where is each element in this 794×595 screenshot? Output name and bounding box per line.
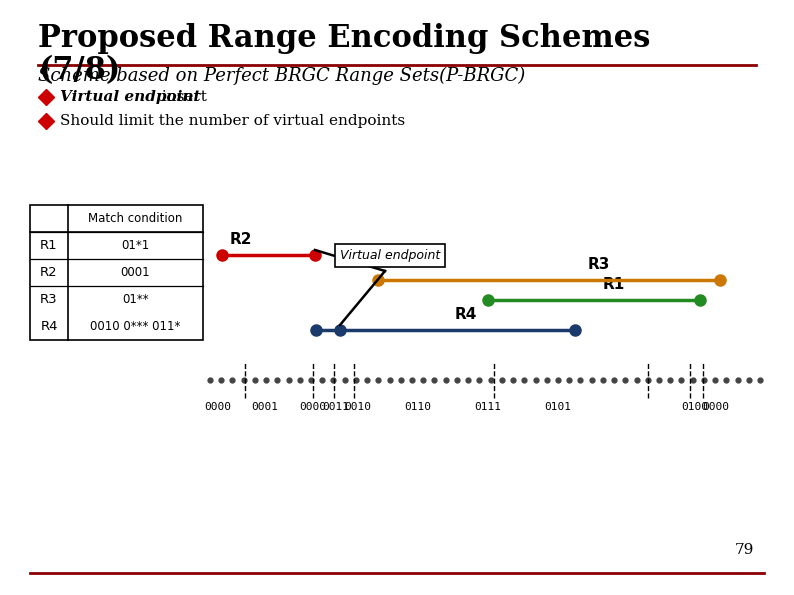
- Text: 01**: 01**: [122, 293, 148, 306]
- Text: R3: R3: [40, 293, 58, 306]
- Bar: [30, 205, 203, 340]
- Text: Should limit the number of virtual endpoints: Should limit the number of virtual endpo…: [60, 114, 405, 128]
- Text: 0001: 0001: [121, 266, 150, 279]
- Text: Proposed Range Encoding Schemes: Proposed Range Encoding Schemes: [38, 23, 650, 54]
- Text: R3: R3: [588, 257, 610, 272]
- Text: Virtual endpoint: Virtual endpoint: [340, 249, 440, 261]
- Text: 0010: 0010: [345, 402, 372, 412]
- Text: R1: R1: [603, 277, 625, 292]
- Text: 0110: 0110: [404, 402, 431, 412]
- Text: 0000: 0000: [703, 402, 730, 412]
- Text: 0101: 0101: [545, 402, 572, 412]
- Text: 0001: 0001: [252, 402, 279, 412]
- Text: (7/8): (7/8): [38, 55, 120, 86]
- Text: 01*1: 01*1: [121, 239, 149, 252]
- Text: 0010 0*** 011*: 0010 0*** 011*: [91, 320, 181, 333]
- Text: R4: R4: [40, 320, 58, 333]
- Text: R1: R1: [40, 239, 58, 252]
- Text: R2: R2: [230, 232, 252, 247]
- Text: insert: insert: [157, 90, 207, 104]
- Text: 0100: 0100: [681, 402, 708, 412]
- Text: Match condition: Match condition: [88, 212, 183, 225]
- Text: 79: 79: [734, 543, 754, 557]
- Text: 0000: 0000: [299, 402, 326, 412]
- Text: 0011: 0011: [322, 402, 349, 412]
- Text: 0111: 0111: [475, 402, 502, 412]
- Text: R4: R4: [454, 307, 476, 322]
- Text: R2: R2: [40, 266, 58, 279]
- Text: 0000: 0000: [205, 402, 232, 412]
- Text: Scheme based on Perfect BRGC Range Sets(P-BRGC): Scheme based on Perfect BRGC Range Sets(…: [38, 67, 526, 85]
- Text: Virtual endpoint: Virtual endpoint: [60, 90, 201, 104]
